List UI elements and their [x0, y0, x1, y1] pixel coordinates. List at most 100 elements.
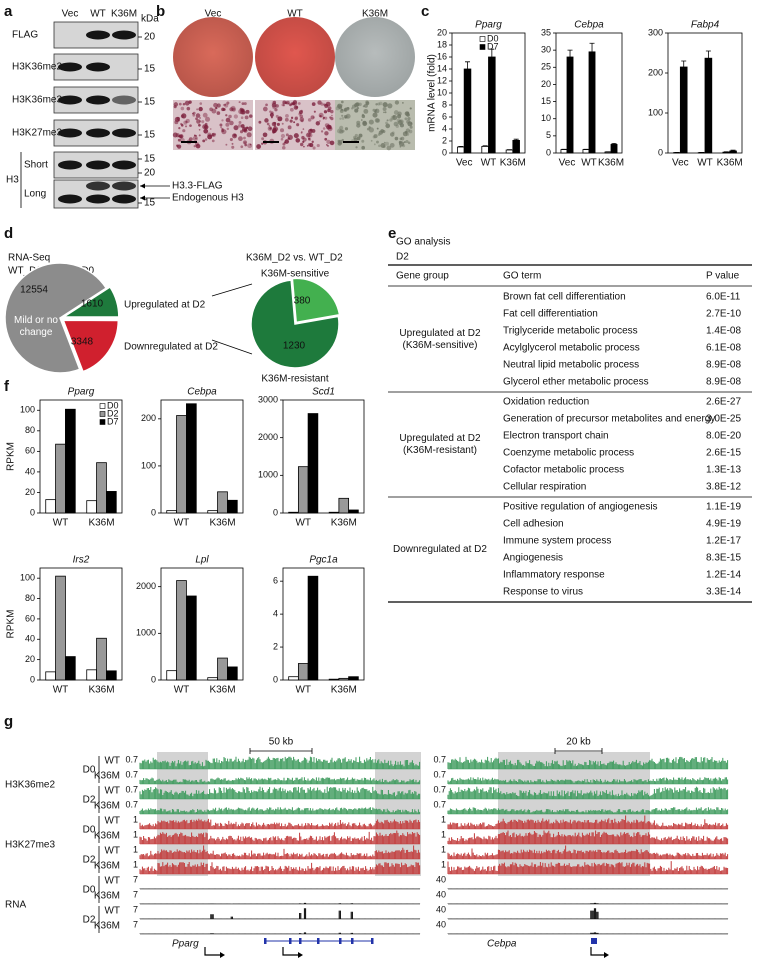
micrograph-texture: [239, 107, 243, 111]
blot-row-label: FLAG: [12, 30, 38, 41]
panel-label: c: [421, 3, 429, 20]
micrograph-texture: [398, 113, 401, 116]
culture-plate: [173, 17, 253, 97]
x-tick-label: K36M: [88, 685, 114, 696]
gene-group: Upregulated at D2: [399, 328, 481, 339]
micrograph-texture: [247, 126, 253, 132]
micrograph-texture: [245, 126, 249, 129]
micrograph-texture: [178, 135, 181, 138]
p-value: 2.7E-10: [706, 309, 741, 320]
y-tick-label: 0: [151, 674, 156, 684]
y-tick-label: 14: [437, 63, 447, 73]
micrograph-texture: [196, 108, 199, 111]
micrograph-texture: [188, 100, 192, 104]
bar: [505, 149, 514, 154]
chart-title: Irs2: [73, 555, 90, 566]
p-value: 1.4E-08: [706, 326, 741, 337]
go-term: Immune system process: [503, 536, 611, 547]
micrograph-texture: [240, 145, 244, 149]
micrograph-texture: [240, 124, 245, 128]
y-tick-label: 15: [541, 96, 551, 106]
micrograph-texture: [399, 137, 403, 141]
micrograph-texture: [201, 120, 205, 124]
x-tick-label: WT: [53, 685, 69, 696]
error-bar: [482, 145, 488, 147]
signal-track: [447, 815, 729, 829]
slice-label: K36M-resistant: [261, 374, 328, 385]
y-tick-label: 16: [437, 51, 447, 61]
panel-label: e: [388, 225, 396, 242]
micrograph-texture: [182, 103, 186, 106]
y-tick-label: 80: [25, 593, 35, 603]
micrograph-texture: [229, 120, 234, 126]
micrograph-texture: [407, 141, 411, 145]
error-bar: [705, 50, 711, 59]
chart-title: Scd1: [312, 387, 335, 398]
micrograph-texture: [292, 100, 298, 106]
y-tick-label: 80: [25, 425, 35, 435]
blot-band: [86, 128, 110, 138]
y-tick-label: 10: [437, 87, 447, 97]
micrograph-texture: [230, 105, 236, 111]
micrograph-texture: [225, 114, 228, 117]
micrograph-texture: [351, 107, 354, 110]
micrograph-texture: [354, 108, 359, 113]
p-value: 1.2E-17: [706, 536, 741, 547]
micrograph-texture: [380, 142, 386, 148]
micrograph-texture: [374, 108, 380, 114]
micrograph-texture: [324, 116, 328, 120]
micrograph-texture: [407, 117, 411, 121]
micrograph-texture: [297, 102, 301, 105]
micrograph-texture: [180, 114, 185, 118]
track-scale: 7: [133, 919, 138, 929]
y-tick-label: 300: [648, 27, 663, 37]
micrograph-texture: [185, 120, 188, 124]
micrograph-texture: [307, 118, 312, 122]
error-bar: [730, 149, 736, 151]
x-tick-label: WT: [174, 518, 190, 529]
bar: [106, 670, 117, 681]
micrograph-texture: [383, 141, 386, 144]
table-header: Gene group: [396, 271, 449, 282]
go-term: Generation of precursor metabolites and …: [503, 414, 715, 425]
track-group-label: H3K36me2: [5, 780, 55, 791]
p-value: 2.6E-15: [706, 448, 741, 459]
p-value: 4.9E-19: [706, 519, 741, 530]
p-value: 6.1E-08: [706, 343, 741, 354]
bar: [217, 657, 228, 681]
micrograph-texture: [267, 126, 273, 131]
y-tick-label: 40: [25, 634, 35, 644]
bar: [610, 144, 618, 154]
track-group-label: H3K27me3: [5, 840, 55, 851]
panel-label: f: [4, 378, 10, 395]
micrograph-texture: [327, 144, 329, 147]
micrograph-texture: [384, 111, 387, 114]
chart-title: Cebpa: [187, 387, 217, 398]
y-tick-label: 100: [20, 405, 35, 415]
scale-bar-label: 20 kb: [566, 737, 591, 748]
error-bar: [611, 143, 617, 145]
x-tick-label: WT: [295, 518, 311, 529]
slice-label: Upregulated at D2: [124, 300, 206, 311]
micrograph-texture: [287, 134, 293, 140]
bar: [227, 499, 238, 514]
micrograph-texture: [233, 133, 237, 137]
blot-band: [58, 62, 82, 72]
micrograph-texture: [293, 105, 299, 110]
p-value: 8.9E-08: [706, 360, 741, 371]
track-scale: 40: [436, 874, 446, 884]
y-tick-label: 20: [25, 654, 35, 664]
micrograph-texture: [233, 114, 238, 119]
micrograph-texture: [308, 129, 313, 134]
bar: [45, 671, 56, 681]
bar: [566, 56, 574, 154]
micrograph-texture: [199, 102, 203, 105]
blot-band: [86, 194, 110, 204]
signal-track: [447, 932, 729, 934]
micrograph-texture: [195, 134, 197, 137]
micrograph-texture: [337, 141, 342, 146]
exon: [317, 938, 320, 944]
micrograph-texture: [237, 124, 242, 128]
micrograph-texture: [299, 142, 304, 147]
